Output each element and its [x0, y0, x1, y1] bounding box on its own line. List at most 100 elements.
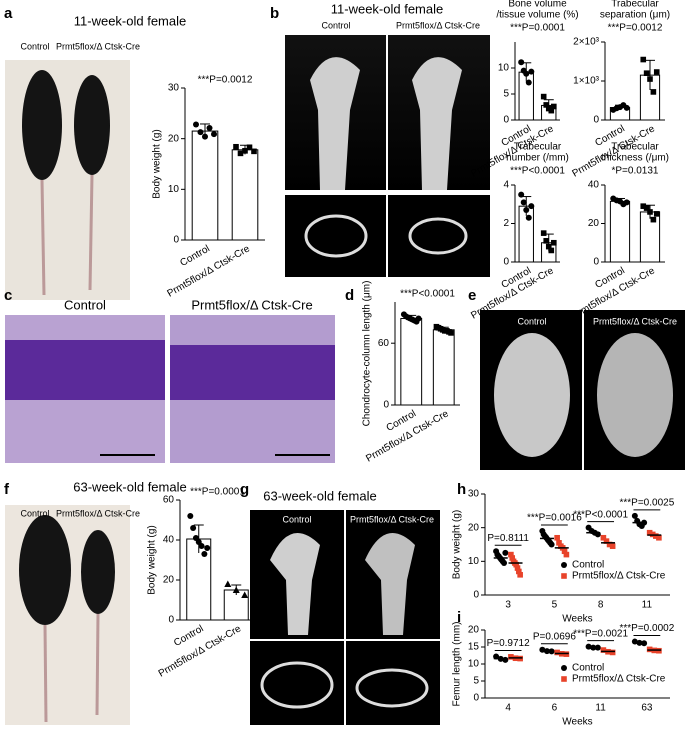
data-point [201, 551, 208, 557]
y-tick-label: 2×10³ [573, 37, 600, 48]
data-point [516, 568, 522, 575]
image-caption: Prmt5flox/Δ Ctsk-Cre [593, 316, 677, 326]
panel-letter: b [270, 5, 279, 22]
panel-letter: g [240, 481, 249, 498]
heading: 11-week-old female [331, 1, 443, 16]
annotation: ***P<0.0001 [400, 289, 455, 300]
data-point [233, 143, 239, 150]
mouse [22, 70, 62, 180]
y-tick-label: 5 [473, 676, 479, 687]
data-point [623, 104, 630, 111]
data-point [509, 555, 516, 561]
chart-title: Trabecular [514, 142, 562, 153]
image-caption: Prmt5flox/Δ Ctsk-Cre [56, 41, 140, 51]
annotation: ***P=0.0021 [573, 628, 628, 639]
data-point [653, 533, 659, 539]
x-axis-label: Weeks [562, 614, 592, 625]
data-point [211, 131, 217, 138]
data-point [241, 591, 249, 598]
data-point [517, 572, 523, 578]
data-point [603, 538, 610, 544]
data-point [646, 529, 653, 536]
panel-letter: h [457, 481, 466, 498]
annotation: ***P<0.0001 [510, 166, 565, 177]
data-point [523, 207, 530, 214]
y-tick-label: 4 [503, 180, 509, 191]
chart-title: separation (μm) [600, 10, 670, 21]
annotation: P=0.9712 [487, 638, 531, 649]
data-point [448, 330, 454, 336]
x-tick-label: 5 [552, 600, 558, 611]
image-caption: Prmt5flox/Δ Ctsk-Cre [396, 20, 480, 30]
y-tick-label: 0 [503, 115, 509, 126]
data-point [202, 133, 208, 140]
data-point [415, 315, 422, 322]
data-point [647, 209, 653, 215]
image-caption: Control [321, 20, 350, 30]
bar [400, 317, 423, 406]
tail [95, 613, 100, 716]
mouse [81, 530, 115, 614]
bar [639, 211, 661, 263]
bar [191, 130, 219, 241]
legend-label: Control [572, 560, 604, 571]
bar [231, 149, 259, 241]
data-point [251, 148, 257, 155]
data-point [508, 551, 514, 558]
legend-marker [561, 562, 567, 568]
data-point [525, 79, 532, 86]
x-tick-label: 3 [505, 600, 511, 611]
data-point [551, 239, 557, 246]
legend-marker [561, 676, 567, 682]
y-tick-label: 15 [468, 642, 480, 653]
data-point [518, 59, 525, 66]
image-caption: Prmt5flox/Δ Ctsk-Cre [350, 514, 434, 524]
image-caption: Control [517, 316, 546, 326]
y-tick-label: 20 [168, 133, 180, 144]
cross-section [304, 214, 368, 258]
data-point [204, 545, 211, 551]
data-point [609, 543, 616, 549]
skull [494, 333, 570, 457]
data-point [548, 247, 555, 254]
data-point [556, 540, 562, 546]
chart-title: number (/mm) [506, 153, 569, 164]
data-point [193, 121, 199, 128]
y-tick-label: 20 [468, 625, 480, 636]
y-tick-label: 5 [503, 89, 509, 100]
x-tick-label: 63 [641, 703, 653, 714]
data-point [545, 243, 552, 250]
image-caption: Control [64, 297, 106, 312]
mouse-photo [5, 60, 130, 300]
cross-section [408, 217, 468, 255]
femur [412, 57, 462, 191]
femur [310, 57, 360, 191]
femur [365, 533, 415, 635]
data-point [623, 199, 630, 206]
data-point [197, 129, 204, 136]
annotation: ***P=0.0016 [527, 513, 582, 524]
y-tick-label: 0 [168, 615, 174, 626]
mouse [74, 75, 110, 175]
y-tick-label: 30 [468, 489, 480, 500]
data-point [237, 150, 244, 157]
data-point [551, 103, 557, 110]
annotation: ***P=0.0001 [190, 487, 245, 498]
stain [5, 340, 165, 400]
data-point [232, 586, 240, 593]
x-tick-label: 11 [642, 600, 653, 611]
mouse-photo [5, 505, 130, 725]
y-tick-label: 10 [498, 63, 510, 74]
data-point [543, 238, 550, 244]
data-point [520, 199, 527, 206]
data-point [206, 125, 213, 132]
data-point [561, 548, 568, 555]
y-axis-label: Body weight (g) [452, 510, 463, 579]
heading: 63-week-old female [263, 488, 376, 503]
x-tick-label: 6 [552, 703, 558, 714]
data-point [643, 205, 650, 211]
annotation: ***P<0.0001 [573, 509, 628, 520]
annotation: *P=0.0131 [612, 166, 659, 177]
chart-title: /tissue volume (%) [496, 10, 578, 21]
stain [170, 345, 335, 400]
